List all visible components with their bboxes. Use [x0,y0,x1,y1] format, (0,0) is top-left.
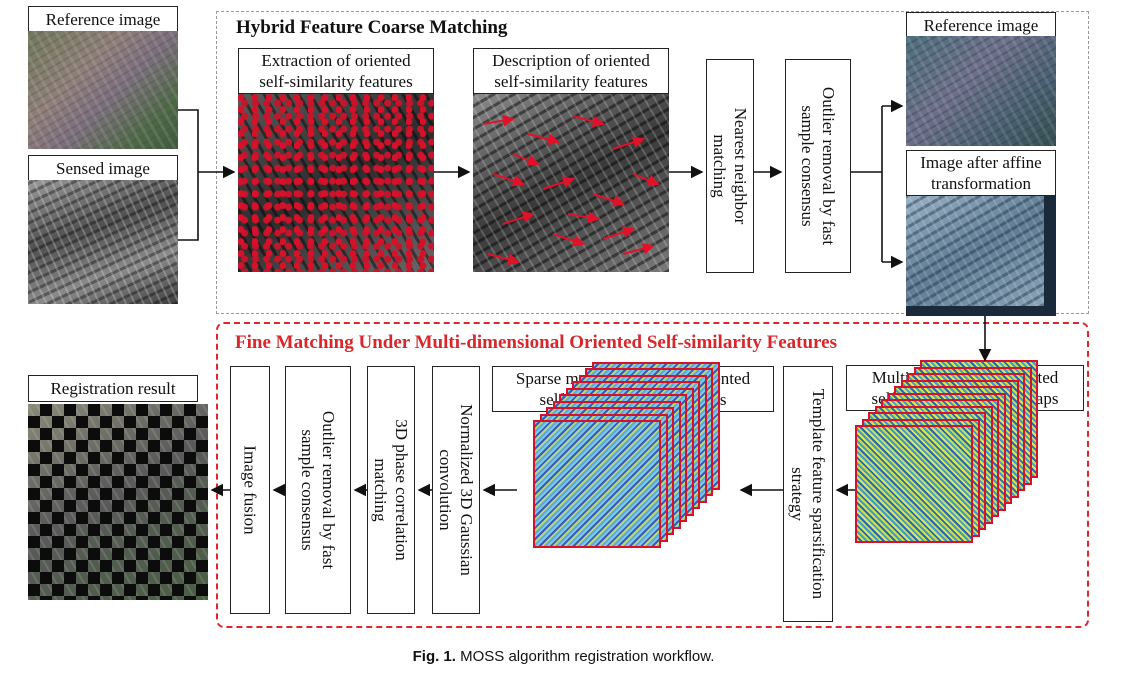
affine-label-line1: Image after affine [920,153,1042,172]
description-label-line1: Description of oriented [492,51,650,70]
registration-result-label: Registration result [28,375,198,402]
feature-arrows-overlay [482,114,660,266]
fine-matching-title: Fine Matching Under Multi-dimensional Or… [235,332,837,353]
affine-image-label: Image after affine transformation [906,150,1056,196]
figure-caption: Fig. 1. MOSS algorithm registration work… [0,648,1127,665]
figure-caption-text: MOSS algorithm registration workflow. [460,648,715,665]
output-reference-label: Reference image [906,12,1056,39]
sensed-image-label: Sensed image [28,155,178,182]
fine-outlier-removal-box: Outlier removal by fast sample consensus [285,366,351,614]
sparsification-box: Template feature sparsification strategy [783,366,833,622]
phase-correlation-box: 3D phase correlation matching [367,366,415,614]
figure-number: Fig. 1. [412,648,456,665]
sensed-image-thumbnail [28,180,178,304]
nearest-neighbor-box: Nearest neighbor matching [706,59,754,273]
coarse-matching-frame [216,11,1089,314]
extraction-label: Extraction of oriented self-similarity f… [238,48,434,94]
feature-map-layer [533,420,661,548]
description-label-line2: self-similarity features [494,72,648,91]
reference-image-thumbnail [28,31,178,149]
extraction-label-line2: self-similarity features [259,72,413,91]
image-fusion-box: Image fusion [230,366,270,614]
coarse-matching-title: Hybrid Feature Coarse Matching [236,17,508,38]
gaussian-convolution-box: Normalized 3D Gaussian convolution [432,366,480,614]
description-label: Description of oriented self-similarity … [473,48,669,94]
coarse-outlier-removal-box: Outlier removal by fast sample consensus [785,59,851,273]
feature-map-layer [855,425,973,543]
fine-matching-frame [216,322,1089,628]
dense-feature-map-stack [855,360,1055,625]
affine-label-line2: transformation [930,174,1032,193]
sparse-feature-map-stack [533,361,733,620]
affine-transformed-image [906,196,1056,316]
extraction-features-image [238,94,434,272]
registration-result-image [28,404,208,600]
output-reference-image [906,36,1056,146]
description-features-image [473,94,669,272]
extraction-label-line1: Extraction of oriented [261,51,411,70]
